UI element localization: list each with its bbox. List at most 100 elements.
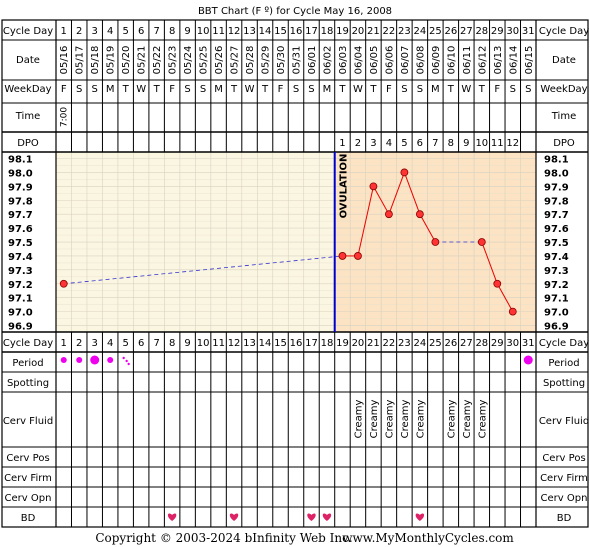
date-label: 06/01 bbox=[307, 46, 318, 75]
weekday-label: T bbox=[261, 84, 269, 95]
temp-line-segment bbox=[357, 186, 374, 257]
label-bd-right: BD bbox=[557, 513, 572, 524]
dpo-number: 2 bbox=[355, 138, 361, 149]
cycle-day-number: 7 bbox=[153, 26, 159, 37]
weekday-label: S bbox=[525, 84, 531, 95]
label-period-right: Period bbox=[548, 358, 579, 369]
temp-point bbox=[508, 307, 517, 316]
period-spotting-dot bbox=[125, 359, 128, 363]
cycle-day-number: 30 bbox=[506, 26, 519, 37]
cycle-day-number-lower: 17 bbox=[305, 338, 318, 349]
cycle-day-number-lower: 8 bbox=[169, 338, 175, 349]
cycle-day-number: 20 bbox=[352, 26, 365, 37]
temp-point bbox=[400, 168, 409, 177]
label-weekday: WeekDay bbox=[4, 84, 51, 95]
weekday-label: W bbox=[245, 84, 255, 95]
date-label: 06/13 bbox=[493, 46, 504, 75]
y-tick-label-right: 97.0 bbox=[544, 308, 569, 319]
date-label: 05/20 bbox=[121, 46, 132, 75]
weekday-label: M bbox=[431, 84, 440, 95]
cycle-day-number: 25 bbox=[429, 26, 442, 37]
weekday-label: T bbox=[478, 84, 486, 95]
cerv-fluid-entry: Creamy bbox=[462, 400, 473, 439]
date-label: 05/19 bbox=[106, 46, 117, 75]
cycle-day-number-lower: 10 bbox=[197, 338, 210, 349]
dpo-number: 11 bbox=[491, 138, 504, 149]
label-cycle-day: Cycle Day bbox=[3, 26, 53, 37]
cycle-day-number: 28 bbox=[475, 26, 488, 37]
cycle-day-number-lower: 29 bbox=[491, 338, 504, 349]
temp-line-segment bbox=[481, 241, 498, 284]
date-label: 05/21 bbox=[137, 46, 148, 75]
cycle-day-number-lower: 6 bbox=[138, 338, 144, 349]
cycle-day-number: 9 bbox=[184, 26, 190, 37]
weekday-label: S bbox=[92, 84, 98, 95]
weekday-label: W bbox=[353, 84, 363, 95]
label-dpo: DPO bbox=[17, 138, 39, 149]
temp-line-segment bbox=[372, 186, 390, 215]
weekday-label: F bbox=[169, 84, 175, 95]
y-tick-label-left: 97.8 bbox=[8, 196, 33, 207]
cycle-day-number: 10 bbox=[197, 26, 210, 37]
weekday-label: T bbox=[153, 84, 161, 95]
cycle-day-number: 23 bbox=[398, 26, 411, 37]
y-tick-label-right: 97.3 bbox=[544, 266, 569, 277]
weekday-label: T bbox=[447, 84, 455, 95]
cycle-day-number-lower: 12 bbox=[228, 338, 241, 349]
weekday-label: T bbox=[230, 84, 238, 95]
weekday-label: T bbox=[122, 84, 130, 95]
label-spotting-right: Spotting bbox=[543, 378, 585, 389]
temp-point bbox=[431, 238, 440, 246]
dpo-number: 10 bbox=[475, 138, 488, 149]
y-tick-label-left: 97.6 bbox=[8, 224, 33, 235]
dashed-connector bbox=[63, 255, 343, 285]
temp-line-segment bbox=[388, 172, 405, 215]
cycle-day-number-lower: 30 bbox=[506, 338, 519, 349]
date-label: 06/15 bbox=[524, 46, 535, 75]
cycle-day-number: 8 bbox=[169, 26, 175, 37]
y-tick-label-right: 98.0 bbox=[544, 168, 569, 179]
date-label: 05/26 bbox=[214, 46, 225, 75]
cycle-day-number: 18 bbox=[321, 26, 334, 37]
temp-point bbox=[477, 238, 486, 246]
date-label: 06/11 bbox=[462, 46, 473, 75]
cerv-fluid-entry: Creamy bbox=[353, 400, 364, 439]
cycle-day-number-lower: 2 bbox=[76, 338, 82, 349]
date-label: 05/24 bbox=[183, 46, 194, 75]
cycle-day-number-lower: 22 bbox=[383, 338, 396, 349]
y-tick-label-left: 97.9 bbox=[8, 182, 33, 193]
temp-point bbox=[493, 279, 502, 288]
dpo-number: 6 bbox=[417, 138, 423, 149]
chart-title: BBT Chart (F º) for Cycle May 16, 2008 bbox=[198, 6, 392, 17]
date-label: 05/25 bbox=[199, 46, 210, 75]
bd-heart-icon bbox=[307, 513, 316, 521]
date-label: 06/12 bbox=[477, 46, 488, 75]
cycle-day-number: 27 bbox=[460, 26, 473, 37]
date-label: 06/02 bbox=[322, 46, 333, 75]
cycle-day-number: 3 bbox=[92, 26, 98, 37]
label-weekday-right: WeekDay bbox=[540, 84, 587, 95]
label-cerv-opn: Cerv Opn bbox=[5, 493, 52, 504]
cycle-day-number-lower: 7 bbox=[153, 338, 159, 349]
y-tick-label-left: 97.4 bbox=[8, 252, 33, 263]
period-spotting-dot bbox=[122, 356, 125, 360]
weekday-label: M bbox=[106, 84, 115, 95]
y-tick-label-left: 97.3 bbox=[8, 266, 33, 277]
footer-site: www.MyMonthlyCycles.com bbox=[342, 531, 514, 545]
y-tick-label-left: 98.1 bbox=[8, 155, 33, 166]
cycle-day-number: 16 bbox=[290, 26, 303, 37]
weekday-label: S bbox=[401, 84, 407, 95]
cycle-day-number-lower: 27 bbox=[460, 338, 473, 349]
bd-heart-icon bbox=[167, 513, 177, 521]
label-cycle-day-right: Cycle Day bbox=[539, 26, 589, 37]
label-dpo-right: DPO bbox=[553, 138, 575, 149]
footer-copyright: Copyright © 2003-2024 bInfinity Web Inc. bbox=[95, 531, 352, 545]
label-time: Time bbox=[15, 111, 40, 122]
cerv-fluid-entry: Creamy bbox=[384, 400, 395, 439]
chart-frame bbox=[1, 19, 589, 528]
weekday-label: F bbox=[61, 84, 67, 95]
cycle-day-number-lower: 28 bbox=[475, 338, 488, 349]
temp-point bbox=[369, 182, 378, 191]
cycle-day-number: 2 bbox=[76, 26, 82, 37]
